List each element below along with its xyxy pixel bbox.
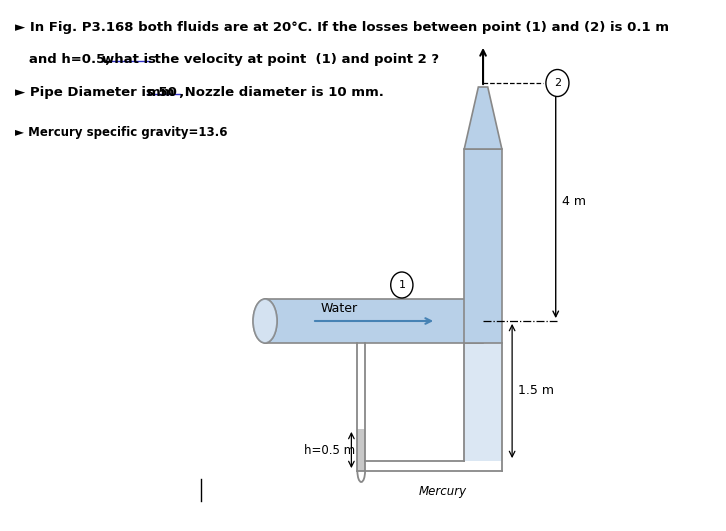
Text: what is: what is [102,53,156,66]
Text: 2: 2 [554,78,561,88]
Circle shape [391,272,413,298]
Circle shape [546,70,569,97]
Bar [357,429,365,471]
Bar [265,299,483,343]
Text: Mercury: Mercury [418,485,467,498]
Text: 4 m: 4 m [562,195,586,209]
Text: h=0.5 m: h=0.5 m [304,443,356,457]
Text: 1.5 m: 1.5 m [518,384,554,398]
Text: and h=0.5,: and h=0.5, [15,53,115,66]
Bar [464,149,502,343]
Text: ► Mercury specific gravity=13.6: ► Mercury specific gravity=13.6 [15,126,228,139]
Bar [464,343,502,461]
Ellipse shape [253,299,277,343]
Text: ► In Fig. P3.168 both fluids are at 20°C. If the losses between point (1) and (2: ► In Fig. P3.168 both fluids are at 20°C… [15,21,669,34]
Text: the velocity at point  (1) and point 2 ?: the velocity at point (1) and point 2 ? [150,53,439,66]
Ellipse shape [253,299,277,343]
Text: Water: Water [321,302,358,315]
Text: Nozzle diameter is 10 mm.: Nozzle diameter is 10 mm. [179,86,383,99]
Polygon shape [464,87,502,149]
Text: ► Pipe Diameter is 50: ► Pipe Diameter is 50 [15,86,182,99]
Text: 1: 1 [399,280,405,290]
Text: mm ,: mm , [147,86,184,99]
